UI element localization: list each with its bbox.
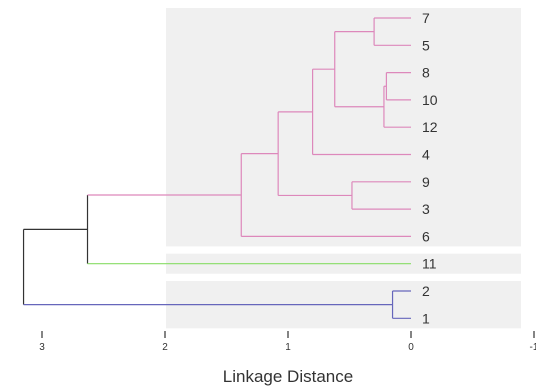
leaf-label-3: 3: [422, 201, 430, 217]
leaf-label-2: 2: [422, 283, 430, 299]
leaf-label-1: 1: [422, 310, 430, 326]
leaf-label-11: 11: [422, 256, 437, 272]
x-tick-label-2: 1: [285, 342, 291, 353]
leaf-label-4: 4: [422, 147, 430, 163]
x-axis: 3 2 1 0 -1: [39, 331, 536, 353]
x-tick-label-3: 0: [408, 342, 414, 353]
leaf-label-12: 12: [422, 119, 438, 135]
leaf-label-7: 7: [422, 10, 430, 26]
x-axis-title: Linkage Distance: [223, 367, 353, 386]
leaf-label-5: 5: [422, 37, 430, 53]
leaf-labels: 7 5 8 10 12 4 9 3 6 11 2 1: [422, 10, 438, 326]
dendrogram-links: [22, 17, 411, 319]
leaf-label-6: 6: [422, 228, 430, 244]
x-tick-label-1: 2: [162, 342, 168, 353]
leaf-label-10: 10: [422, 92, 438, 108]
cluster-bands: [166, 8, 521, 329]
x-tick-label-4: -1: [530, 342, 536, 353]
cluster-band-1: [166, 8, 521, 247]
leaf-label-8: 8: [422, 65, 430, 81]
x-tick-label-0: 3: [39, 342, 45, 353]
leaf-label-9: 9: [422, 174, 430, 190]
